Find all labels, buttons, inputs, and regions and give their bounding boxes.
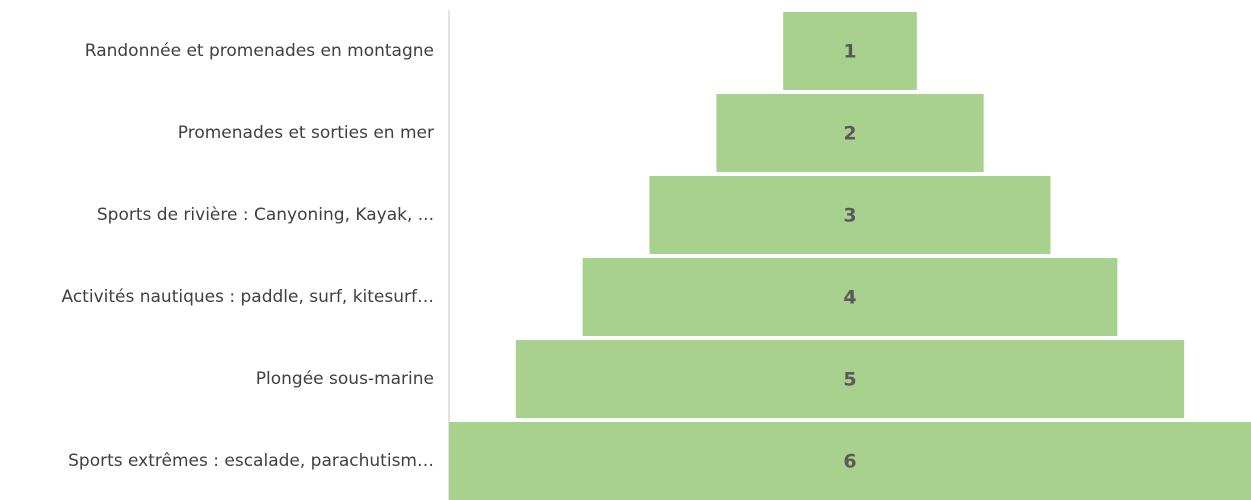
category-label: Randonnée et promenades en montagne: [85, 41, 434, 61]
bar: [716, 94, 984, 172]
bar: [649, 176, 1051, 254]
bar: [783, 12, 917, 90]
category-label: Plongée sous-marine: [256, 369, 434, 389]
category-label: Sports de rivière : Canyoning, Kayak, ..…: [97, 205, 434, 225]
bar: [582, 258, 1118, 336]
data-label: 1: [843, 41, 856, 63]
bar: [515, 340, 1185, 418]
data-label: 6: [843, 451, 856, 473]
data-label: 3: [843, 205, 856, 227]
category-label: Promenades et sorties en mer: [178, 123, 434, 143]
bar: [449, 422, 1251, 500]
category-label: Sports extrêmes : escalade, parachutism…: [68, 451, 434, 471]
data-label: 2: [843, 123, 856, 145]
data-label: 5: [843, 369, 856, 391]
data-label: 4: [843, 287, 856, 309]
category-label: Activités nautiques : paddle, surf, kite…: [62, 287, 435, 307]
